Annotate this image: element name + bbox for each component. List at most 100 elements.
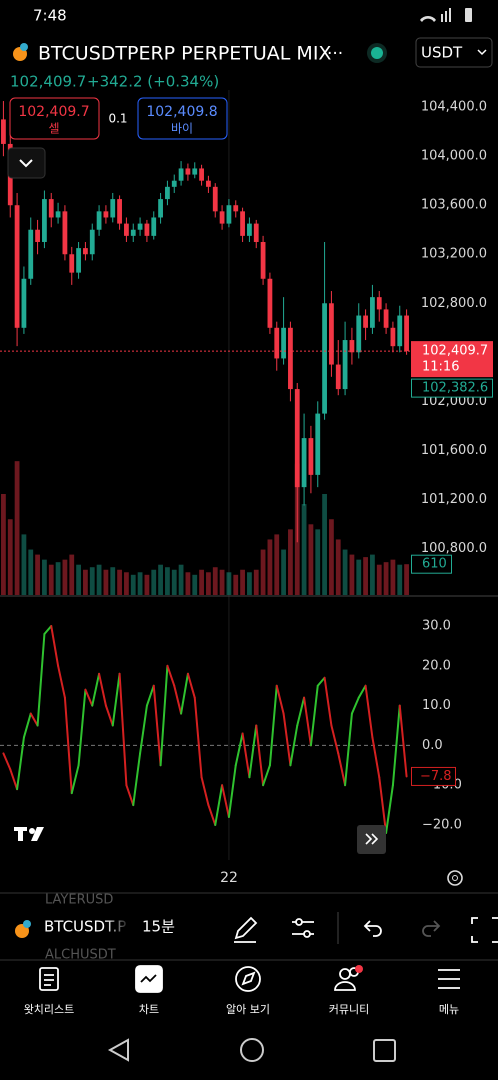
- candle-body: [62, 211, 68, 255]
- toolbar-symbol[interactable]: BTCUSDT.P: [44, 918, 126, 936]
- candle-body: [83, 248, 88, 255]
- volume-bar: [35, 554, 40, 595]
- oscillator-segment: [214, 784, 224, 826]
- candle-body: [219, 211, 225, 224]
- volume-bar: [253, 569, 259, 595]
- symbol-title[interactable]: BTCUSDTPERP PERPETUAL MIX: [38, 43, 331, 65]
- oscillator-segment: [50, 625, 60, 667]
- collapse-button[interactable]: [7, 147, 46, 179]
- volume-bar: [185, 572, 191, 595]
- candle-body: [69, 254, 75, 273]
- nav-label[interactable]: 차트: [139, 1003, 159, 1016]
- candle-body: [165, 186, 170, 200]
- candle-body: [212, 186, 218, 212]
- volume-bar: [376, 564, 382, 595]
- volume-bar: [62, 559, 68, 595]
- nav-label[interactable]: 커뮤니티: [329, 1003, 369, 1016]
- tv-logo: [14, 827, 44, 841]
- candle-body: [42, 199, 47, 242]
- nav-label[interactable]: 왓치리스트: [24, 1003, 75, 1016]
- oscillator-segment: [193, 696, 203, 779]
- oscillator-segment: [16, 736, 25, 791]
- candle-body: [171, 180, 177, 187]
- volume-bar: [206, 572, 211, 595]
- oscillator-segment: [91, 672, 101, 707]
- settings-icon[interactable]: [447, 870, 463, 886]
- candle-body: [308, 438, 314, 475]
- badge-icon: [20, 43, 28, 51]
- volume-bar: [55, 562, 61, 595]
- sell-button[interactable]: [9, 97, 100, 140]
- candle-body: [315, 413, 321, 475]
- oscillator-segment: [125, 784, 135, 807]
- oscillator-segment: [207, 804, 217, 826]
- volume-bar: [383, 562, 389, 595]
- y-tick-label: 0.0: [422, 738, 443, 753]
- volume-bar: [137, 572, 143, 595]
- nav-icons[interactable]: [39, 965, 460, 993]
- oscillator-segment: [316, 676, 326, 687]
- status-icons: [420, 8, 472, 22]
- volume-bar: [322, 494, 327, 595]
- nav-label[interactable]: 메뉴: [439, 1003, 459, 1016]
- volume-bar: [390, 559, 396, 595]
- candle-body: [48, 199, 54, 218]
- volume-bar: [21, 534, 27, 595]
- candle-body: [383, 309, 389, 328]
- candle-body: [89, 229, 95, 255]
- chevron-down: [19, 159, 33, 168]
- clock: 7:48: [33, 7, 67, 25]
- volume-bar: [233, 574, 239, 595]
- volume-bar: [178, 564, 184, 595]
- candle-body: [376, 297, 382, 310]
- oscillator-segment: [111, 672, 121, 727]
- candle-body: [404, 315, 409, 352]
- system-nav[interactable]: [107, 1038, 396, 1062]
- chart-area: 100,800.0101,200.0101,600.0102,000.0102,…: [0, 90, 498, 860]
- candle-body: [144, 223, 150, 236]
- currency-select[interactable]: [415, 37, 493, 68]
- oscillator-segment: [344, 712, 353, 787]
- candle-body: [233, 205, 239, 212]
- toolbar-icons[interactable]: [234, 916, 498, 943]
- volume-bar: [267, 539, 273, 595]
- volume-tag: [411, 554, 452, 574]
- candle-body: [288, 327, 293, 390]
- sell-label: 셀: [48, 122, 59, 136]
- candle-body: [130, 229, 136, 236]
- oscillator-segment: [255, 724, 265, 787]
- countdown: 11:16: [422, 360, 459, 375]
- volume-bar: [219, 569, 225, 595]
- y-tick-label: 30.0: [422, 619, 451, 634]
- volume-bar: [171, 569, 177, 595]
- oscillator-segment: [248, 724, 258, 779]
- candle-body: [21, 278, 27, 328]
- volume-bar: [96, 564, 102, 595]
- nav-label[interactable]: 알아 보기: [226, 1002, 270, 1016]
- buy-button[interactable]: [137, 97, 228, 140]
- volume-bar: [110, 567, 116, 595]
- last-price-tag: [411, 341, 493, 378]
- volume-bar: [240, 569, 245, 595]
- candle-body: [349, 340, 355, 353]
- candle-body: [110, 199, 116, 218]
- candle-body: [151, 217, 157, 236]
- candle-body: [76, 248, 81, 273]
- volume-bar: [247, 572, 252, 595]
- candle-body: [137, 223, 143, 230]
- oscillator-segment: [152, 684, 162, 767]
- more[interactable]: ···: [327, 44, 343, 64]
- interval[interactable]: 15분: [142, 918, 175, 936]
- oscillator-segment: [159, 664, 169, 767]
- volume-bar: [14, 461, 20, 595]
- prev-symbol: LAYERUSD: [45, 893, 113, 908]
- y-tick-label: 103,200.0: [421, 247, 487, 262]
- volume-bar: [342, 549, 348, 595]
- quantity[interactable]: 0.1: [108, 112, 127, 126]
- oscillator-segment: [70, 764, 80, 795]
- candle-body: [370, 297, 375, 328]
- chevron: [477, 49, 487, 56]
- y-tick-label: 100,800.0: [421, 541, 487, 556]
- volume-bar: [1, 494, 6, 595]
